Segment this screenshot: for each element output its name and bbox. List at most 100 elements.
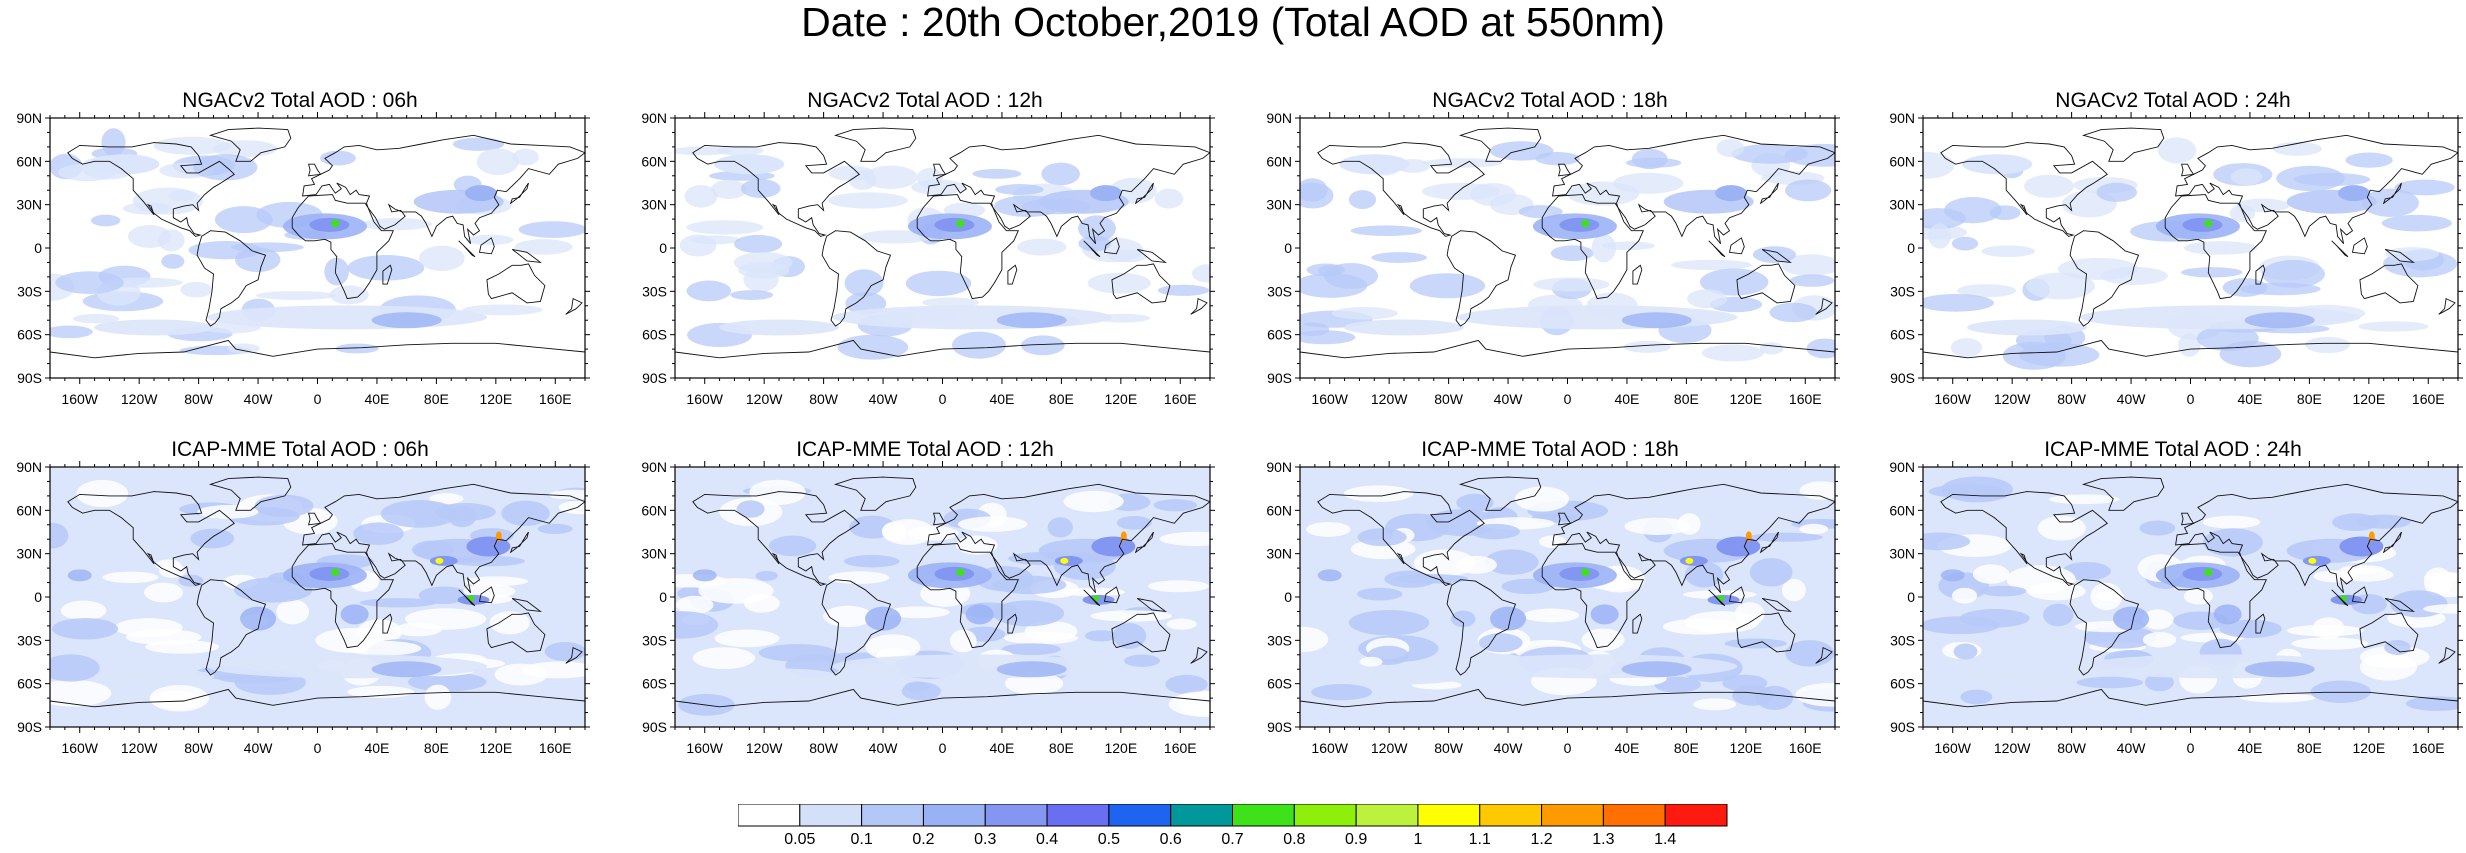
aod-patch: [2057, 257, 2139, 280]
aod-patch: [1357, 528, 1407, 547]
aod-patch: [1087, 272, 1151, 294]
southern-ocean-band: [719, 668, 840, 685]
lon-tick-label: 160W: [61, 391, 98, 407]
colorbar-label: 1.4: [1654, 831, 1676, 844]
southern-ocean-core: [371, 661, 442, 678]
lat-tick-label: 60N: [16, 502, 42, 518]
coastline-south-america: [1446, 579, 1517, 676]
aod-patch: [1806, 338, 1835, 359]
map-panel-icap-24h: ICAP-MME Total AOD : 24h 90N 60N 30N 0 30S 60…: [1873, 437, 2466, 777]
aod-map: 90N 60N 30N 0 30S 60S 90S 160W 120W 80W 40W 0 40E 80E…: [16, 459, 590, 756]
colorbar-label: 1.2: [1530, 831, 1552, 844]
aod-patch: [734, 234, 783, 254]
colorbar-label: 0.4: [1036, 831, 1058, 844]
lon-tick-label: 0: [2187, 740, 2195, 756]
colorbar-label: 0.8: [1283, 831, 1305, 844]
aod-patch: [952, 331, 1006, 359]
aod-patch: [2345, 152, 2393, 168]
lat-tick-label: 30S: [1890, 283, 1915, 299]
aod-patch: [758, 644, 837, 662]
lon-tick-label: 160E: [539, 740, 572, 756]
coastline-antarctica-edge: [1300, 688, 1835, 708]
aod-patch: [193, 154, 258, 181]
aod-patch: [501, 500, 550, 526]
southern-ocean-band: [207, 654, 488, 679]
lon-tick-label: 0: [1564, 740, 1572, 756]
north-pacific-aerosol: [714, 154, 785, 175]
colorbar-swatch: [1293, 804, 1357, 827]
east-asia-aerosol: [464, 185, 497, 202]
coastline-antarctica-edge: [50, 339, 585, 359]
colorbar-label: 0.7: [1221, 831, 1243, 844]
aod-patch: [159, 563, 186, 578]
aod-patch: [1478, 633, 1523, 653]
aod-patch: [949, 629, 977, 653]
aod-patch: [335, 343, 379, 354]
coastline-eurasia: [302, 134, 585, 244]
coastline-japan: [1134, 531, 1154, 554]
aod-patch: [1716, 138, 1745, 158]
aod-patch: [1799, 523, 1829, 535]
lat-tick-label: 90N: [1889, 110, 1915, 126]
aod-patch: [1981, 245, 2035, 258]
aod-patch: [452, 137, 505, 151]
aod-patch: [1306, 521, 1351, 537]
aod-patch: [424, 684, 452, 710]
aod-patch: [1624, 517, 1691, 535]
aod-patch: [380, 500, 458, 528]
aod-patch: [2310, 680, 2372, 703]
aod-patch: [1004, 672, 1064, 695]
lon-tick-label: 40E: [2237, 740, 2262, 756]
aod-patch: [2272, 141, 2322, 156]
southern-ocean-band: [2080, 305, 2361, 330]
aod-patch: [1759, 342, 1784, 355]
colorbar-label: 0.5: [1098, 831, 1120, 844]
aod-patch: [1623, 340, 1671, 353]
lon-tick-label: 80W: [184, 391, 214, 407]
aod-patch: [1001, 643, 1061, 656]
lon-tick-label: 120E: [479, 740, 512, 756]
aod-patch: [1084, 630, 1118, 642]
lat-tick-label: 90S: [17, 719, 42, 735]
aod-patch: [2305, 336, 2351, 354]
lon-tick-label: 0: [314, 740, 322, 756]
lon-tick-label: 80E: [1674, 740, 1699, 756]
coastline-australia: [1736, 263, 1796, 304]
aod-patch: [1356, 587, 1403, 601]
aod-patch: [1157, 284, 1210, 296]
aod-map: 90N 60N 30N 0 30S 60S 90S 160W 120W 80W 40W 0 40E 80E…: [1266, 459, 1840, 756]
aod-patch: [2339, 565, 2386, 574]
aod-patch: [955, 535, 998, 555]
coastline-indonesia-borneo: [2351, 586, 2368, 604]
lat-tick-label: 0: [1284, 240, 1292, 256]
aod-patch: [1953, 643, 1978, 660]
lat-tick-label: 60N: [1889, 153, 1915, 169]
coastline-north-america: [1940, 142, 2109, 237]
lat-tick-label: 30N: [641, 546, 667, 562]
lon-tick-label: 160W: [1311, 391, 1348, 407]
aod-patch: [418, 586, 469, 604]
aod-patch: [2096, 182, 2138, 202]
lat-tick-label: 30N: [1889, 197, 1915, 213]
figure-title: Date : 20th October,2019 (Total AOD at 5…: [801, 0, 1665, 45]
colorbar-swatch: [861, 804, 924, 827]
lat-tick-label: 60N: [1266, 153, 1292, 169]
aod-patch: [828, 192, 908, 209]
aod-patch: [518, 221, 585, 238]
aod-patch: [514, 239, 573, 255]
aod-patch: [50, 522, 69, 549]
aod-patch: [60, 600, 107, 621]
southern-ocean-band: [1967, 668, 2088, 685]
lon-tick-label: 40E: [364, 740, 389, 756]
coastline-south-america: [1446, 230, 1517, 327]
colorbar-label: 0.6: [1160, 831, 1182, 844]
lon-tick-label: 0: [2187, 391, 2195, 407]
lon-tick-label: 120W: [746, 740, 783, 756]
aod-patch: [2076, 676, 2144, 689]
aod-patch: [407, 672, 487, 692]
aod-patch: [736, 500, 765, 518]
aod-patch: [992, 600, 1065, 627]
aod-patch: [1063, 490, 1124, 513]
aod-patch: [1159, 531, 1210, 546]
coastline-africa: [1541, 543, 1644, 649]
